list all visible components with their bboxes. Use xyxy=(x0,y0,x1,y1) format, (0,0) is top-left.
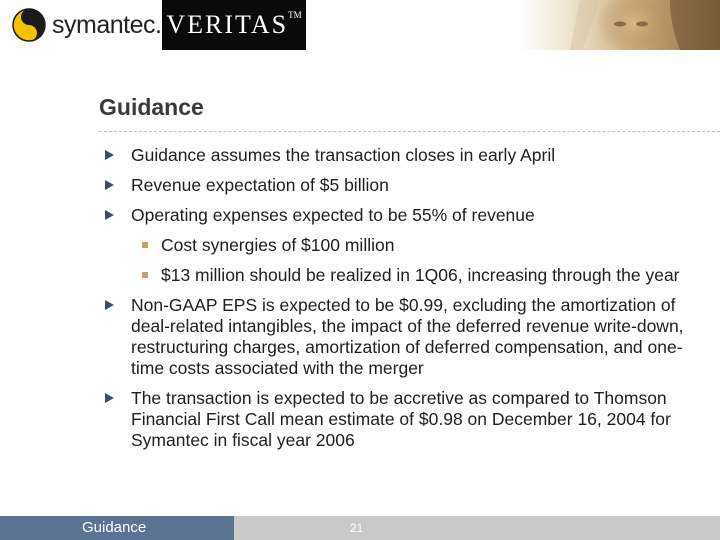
title-divider xyxy=(99,131,720,132)
sub-bullet-item: Cost synergies of $100 million xyxy=(105,235,695,256)
triangle-bullet-icon xyxy=(105,393,114,403)
bullet-text: Non-GAAP EPS is expected to be $0.99, ex… xyxy=(131,295,684,378)
footer-label: Guidance xyxy=(82,519,147,536)
square-bullet-icon xyxy=(142,272,148,278)
sub-bullet-text: Cost synergies of $100 million xyxy=(161,235,395,255)
triangle-bullet-icon xyxy=(105,150,114,160)
triangle-bullet-icon xyxy=(105,210,114,220)
bullet-text: Operating expenses expected to be 55% of… xyxy=(131,205,535,225)
slide-footer: Guidance 21 xyxy=(0,516,720,540)
bullet-text: Revenue expectation of $5 billion xyxy=(131,175,389,195)
bullet-text: Guidance assumes the transaction closes … xyxy=(131,145,556,165)
sub-bullet-item: $13 million should be realized in 1Q06, … xyxy=(105,265,695,286)
header-photo xyxy=(520,0,720,50)
slide-title: Guidance xyxy=(99,94,204,120)
bullet-list: Guidance assumes the transaction closes … xyxy=(105,145,695,460)
square-bullet-icon xyxy=(142,242,148,248)
triangle-bullet-icon xyxy=(105,300,114,310)
bullet-item: The transaction is expected to be accret… xyxy=(105,388,695,451)
bullet-text: The transaction is expected to be accret… xyxy=(131,388,671,450)
symantec-mark-icon xyxy=(12,8,46,42)
symantec-logo: symantec. xyxy=(12,8,162,42)
veritas-logo-text: VERITASTM xyxy=(166,10,302,39)
bullet-item: Guidance assumes the transaction closes … xyxy=(105,145,695,166)
bullet-item: Non-GAAP EPS is expected to be $0.99, ex… xyxy=(105,295,695,379)
footer-section-bar: Guidance xyxy=(0,516,234,540)
bullet-item: Operating expenses expected to be 55% of… xyxy=(105,205,695,226)
veritas-logo: VERITASTM xyxy=(162,0,306,50)
symantec-logo-text: symantec. xyxy=(52,11,162,39)
bullet-item: Revenue expectation of $5 billion xyxy=(105,175,695,196)
page-number: 21 xyxy=(350,521,364,535)
triangle-bullet-icon xyxy=(105,180,114,190)
sub-bullet-text: $13 million should be realized in 1Q06, … xyxy=(161,265,680,285)
slide-header: symantec. VERITASTM xyxy=(0,0,720,50)
